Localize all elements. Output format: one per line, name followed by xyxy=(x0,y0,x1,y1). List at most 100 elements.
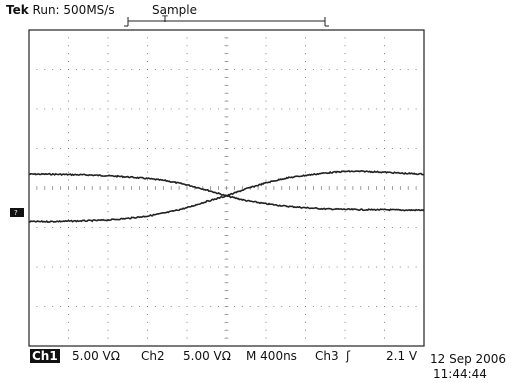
grid-dot xyxy=(407,226,409,229)
grid-dot xyxy=(304,37,307,39)
grid-dot xyxy=(146,124,149,126)
grid-dot xyxy=(344,305,346,308)
grid-dot xyxy=(67,211,70,213)
grid-dot xyxy=(186,132,188,134)
grid-dot xyxy=(115,108,117,110)
grid-dot xyxy=(194,266,196,268)
grid-dot xyxy=(107,163,109,165)
grid-dot xyxy=(67,171,70,173)
grid-dot xyxy=(91,147,93,150)
grid-dot xyxy=(115,305,117,308)
grid-dot xyxy=(146,195,149,197)
grid-dot xyxy=(368,266,370,268)
grid-dot xyxy=(170,226,172,229)
grid-dot xyxy=(383,298,386,300)
grid-dot xyxy=(391,147,393,150)
grid-dot xyxy=(123,266,125,268)
grid-dot xyxy=(383,321,386,323)
grid-dot xyxy=(304,171,307,173)
grid-dot xyxy=(265,53,267,55)
grid-dot xyxy=(304,45,307,47)
grid-dot xyxy=(67,219,70,221)
grid-dot xyxy=(67,61,70,63)
grid-dot xyxy=(265,92,267,94)
grid-dot xyxy=(415,226,417,229)
grid-dot xyxy=(265,329,267,331)
grid-dot xyxy=(186,329,188,331)
grid-dot xyxy=(146,274,149,276)
grid-dot xyxy=(336,147,338,150)
grid-dot xyxy=(67,305,70,308)
grid-dot xyxy=(123,226,125,229)
grid-dot xyxy=(115,226,117,229)
grid-dot xyxy=(383,242,386,244)
grid-dot xyxy=(352,108,354,110)
grid-dot xyxy=(186,76,188,78)
grid-dot xyxy=(202,266,204,268)
grid-dot xyxy=(383,108,386,110)
grid-dot xyxy=(107,179,109,181)
grid-dot xyxy=(320,68,322,71)
grid-dot xyxy=(162,226,164,229)
grid-dot xyxy=(123,68,125,71)
grid-dot xyxy=(368,226,370,229)
grid-dot xyxy=(360,68,362,71)
grid-dot xyxy=(202,226,204,229)
grid-dot xyxy=(249,305,251,308)
grid-dot xyxy=(241,108,243,110)
grid-dot xyxy=(344,195,346,197)
grid-dot xyxy=(107,68,109,71)
grid-dot xyxy=(83,305,85,308)
grid-dot xyxy=(273,305,275,308)
grid-dot xyxy=(99,108,101,110)
ch2-scale: 5.00 VΩ xyxy=(183,349,231,363)
grid-dot xyxy=(131,305,133,308)
grid-dot xyxy=(83,147,85,150)
graticule xyxy=(28,29,425,347)
grid-dot xyxy=(265,234,267,236)
grid-dot xyxy=(67,313,70,315)
grid-dot xyxy=(75,305,77,308)
grid-dot xyxy=(107,37,109,39)
grid-dot xyxy=(368,68,370,71)
grid-dot xyxy=(170,305,172,308)
grid-dot xyxy=(289,266,291,268)
grid-dot xyxy=(218,68,220,71)
grid-dot xyxy=(107,337,109,339)
grid-dot xyxy=(123,147,125,150)
grid-dot xyxy=(265,179,267,181)
grid-dot xyxy=(186,140,188,142)
grid-dot xyxy=(415,305,417,308)
grid-dot xyxy=(391,266,393,268)
grid-dot xyxy=(67,108,70,110)
grid-dot xyxy=(304,219,307,221)
grid-dot xyxy=(107,100,109,102)
grid-dot xyxy=(186,108,188,110)
grid-dot xyxy=(304,84,307,86)
grid-dot xyxy=(399,226,401,229)
grid-dot xyxy=(344,313,346,315)
grid-dot xyxy=(265,171,267,173)
grid-dot xyxy=(249,108,251,110)
grid-dot xyxy=(75,226,77,229)
grid-dot xyxy=(194,147,196,150)
grid-dot xyxy=(304,337,307,339)
grid-dot xyxy=(304,124,307,126)
grid-dot xyxy=(344,329,346,331)
grid-dot xyxy=(344,37,346,39)
grid-dot xyxy=(178,68,180,71)
grid-dot xyxy=(146,305,149,308)
grid-dot xyxy=(383,179,386,181)
grid-dot xyxy=(289,226,291,229)
grid-dot xyxy=(273,147,275,150)
grid-dot xyxy=(399,68,401,71)
grid-dot xyxy=(265,100,267,102)
grid-dot xyxy=(146,179,149,181)
grid-dot xyxy=(297,266,299,268)
grid-dot xyxy=(383,147,386,150)
grid-dot xyxy=(146,37,149,39)
grid-dot xyxy=(344,258,346,260)
grid-dot xyxy=(67,234,70,236)
grid-dot xyxy=(107,195,109,197)
grid-dot xyxy=(407,147,409,150)
